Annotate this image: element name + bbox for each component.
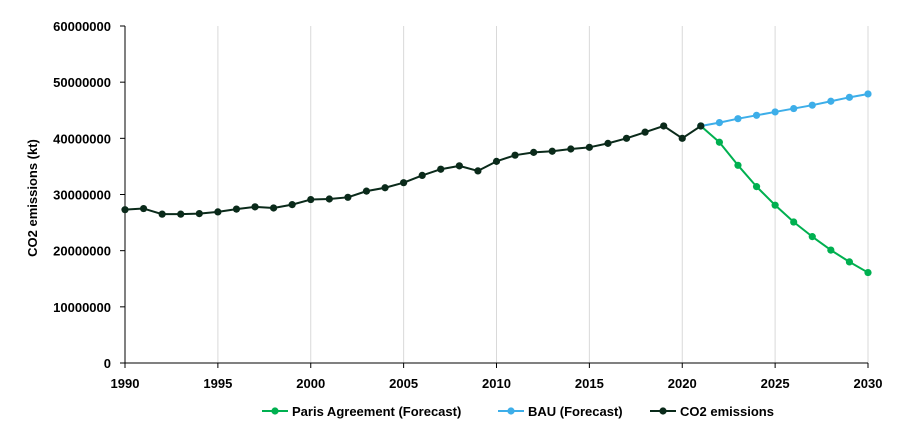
x-tick-label: 2030 [854,376,883,391]
data-point [455,162,463,170]
data-point [232,205,241,213]
data-point [362,187,371,195]
data-point [734,115,742,123]
series [121,90,872,277]
legend-label: BAU (Forecast) [528,404,623,419]
data-point [177,210,185,218]
data-point [697,122,705,130]
data-point [734,161,742,169]
x-tick-label: 1995 [203,376,232,391]
x-tick-label: 2000 [296,376,325,391]
legend-item: Paris Agreement (Forecast) [262,404,461,419]
data-point [251,203,259,211]
series-line [700,92,869,127]
data-point [771,201,779,209]
x-tick-label: 2005 [389,376,418,391]
legend-swatch-marker [271,407,279,415]
data-point [270,204,278,212]
x-tick-labels: 1990 1995 2000 2005 2010 2015 2020 2025 2030 [111,376,883,391]
data-point [752,183,761,191]
data-point [139,204,148,213]
data-point [511,151,519,159]
data-point [808,233,816,241]
legend-label: Paris Agreement (Forecast) [292,404,461,419]
y-tick-label: 10000000 [53,300,111,315]
y-tick-label: 40000000 [53,131,111,146]
data-point [771,108,779,116]
data-point [325,195,333,203]
data-point [474,167,482,175]
axes [120,25,869,368]
data-point [622,134,631,142]
data-point [418,171,426,180]
series-group [697,90,872,130]
grid-lines [217,26,869,363]
data-point [604,139,612,147]
legend-item: BAU (Forecast) [498,404,623,419]
y-tick-label: 0 [104,356,111,371]
data-point [437,165,445,173]
data-point [530,148,538,156]
data-point [567,145,575,153]
data-point [790,218,798,226]
y-tick-label: 60000000 [53,19,111,34]
data-point [752,111,761,119]
series-group [121,122,705,218]
y-tick-label: 30000000 [53,188,111,203]
y-tick-labels: 0 10000000 20000000 30000000 40000000 5000000… [53,19,111,371]
data-point [808,101,816,109]
data-point [195,209,203,218]
data-point [827,97,835,105]
x-tick-label: 2025 [761,376,790,391]
legend-label: CO2 emissions [680,404,774,419]
data-point [641,128,649,136]
data-point [400,179,408,187]
data-point [827,246,835,254]
series-line [124,124,702,216]
data-point [288,201,296,209]
x-tick-label: 1990 [111,376,140,391]
data-point [790,104,798,113]
series-group [697,122,872,277]
x-tick-label: 2015 [575,376,604,391]
data-point [307,195,315,204]
x-tick-label: 2010 [482,376,511,391]
y-axis-title: CO2 emissions (kt) [25,139,40,257]
data-point [121,206,129,214]
legend-swatch-marker [507,407,515,415]
data-point [585,143,593,151]
data-point [845,93,854,101]
data-point [548,147,556,155]
data-point [214,208,222,216]
data-point [344,193,352,201]
data-point [678,134,686,142]
data-point [864,268,872,277]
data-point [715,138,724,146]
data-point [715,119,724,127]
y-tick-label: 20000000 [53,244,111,259]
series-line [700,125,869,274]
data-point [158,210,166,218]
y-tick-label: 50000000 [53,75,111,90]
data-point [381,184,389,192]
legend: Paris Agreement (Forecast) BAU (Forecast)… [262,404,774,419]
data-point [864,90,872,98]
data-point [492,157,501,165]
x-tick-label: 2020 [668,376,697,391]
data-point [845,258,854,266]
legend-item: CO2 emissions [650,404,774,419]
legend-swatch-marker [659,407,667,415]
data-point [660,122,668,130]
